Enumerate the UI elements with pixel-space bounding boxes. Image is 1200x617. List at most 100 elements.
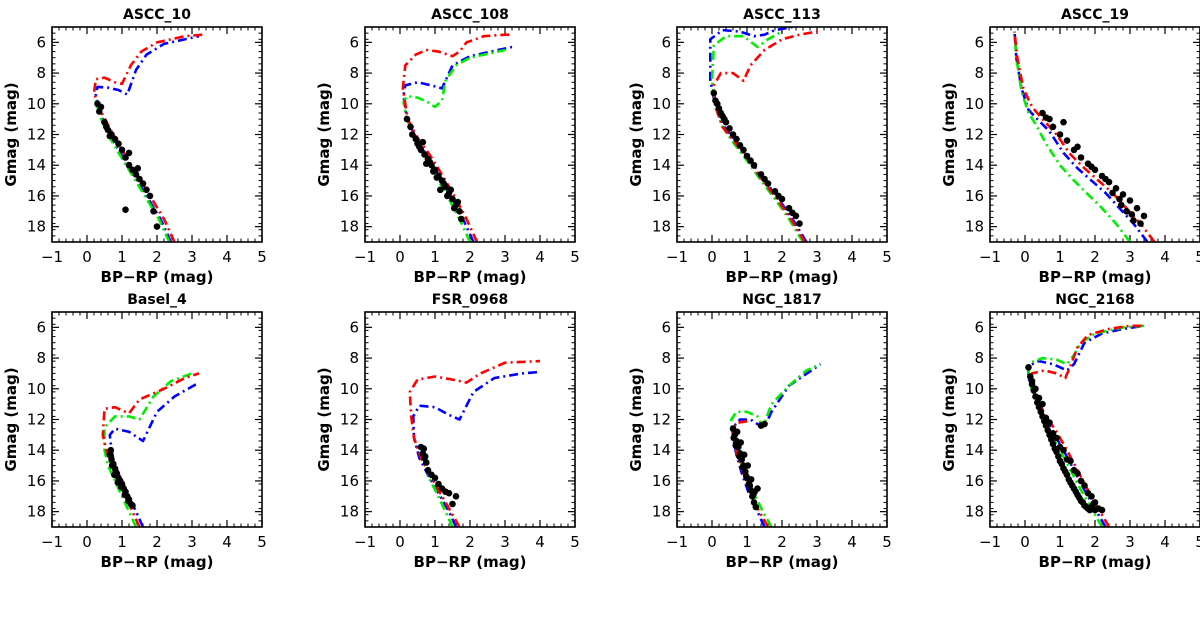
plot-area: [401, 33, 513, 242]
y-tick-label: 14: [340, 441, 359, 459]
star-point: [757, 171, 765, 178]
star-point: [421, 151, 428, 158]
star-point: [733, 428, 741, 436]
y-tick-label: 12: [340, 126, 359, 144]
panel-title: ASCC_108: [431, 7, 509, 23]
plot-area: [92, 33, 203, 242]
x-tick-label: 0: [1020, 533, 1030, 551]
star-point: [771, 188, 779, 195]
isochrone-blue-line: [108, 381, 200, 527]
y-axis-label: Gmag (mag): [627, 367, 645, 471]
x-tick-label: 4: [847, 248, 857, 266]
star-point: [752, 503, 760, 511]
isochrone-red-line: [408, 359, 541, 527]
x-tick-label: 2: [777, 533, 787, 551]
star-point: [114, 479, 122, 486]
x-tick-label: 1: [742, 533, 752, 551]
plot-frame: [51, 311, 263, 528]
star-point: [717, 109, 725, 117]
star-point: [1063, 137, 1071, 144]
star-point: [1088, 163, 1095, 171]
star-point: [743, 473, 750, 480]
star-point: [747, 476, 755, 483]
x-tick-label: 0: [82, 533, 92, 551]
y-tick-label: 14: [27, 441, 46, 459]
star-point: [125, 149, 133, 157]
y-axis-label: Gmag (mag): [2, 367, 20, 471]
x-tick-label: 5: [882, 248, 892, 266]
y-axis-label: Gmag (mag): [940, 367, 958, 471]
isochrone-green-line: [729, 363, 822, 527]
x-tick-label: −1: [979, 248, 1001, 266]
isochrone-blue-line: [94, 34, 200, 242]
isochrone-blue-line: [731, 363, 822, 527]
y-tick-label: 10: [965, 95, 984, 113]
x-tick-label: 5: [1195, 248, 1200, 266]
star-point: [1063, 456, 1071, 463]
x-axis-label: BP−RP (mag): [726, 268, 839, 286]
panel-title: Basel_4: [127, 292, 187, 308]
y-axis-label: Gmag (mag): [940, 82, 958, 186]
plot-frame: [989, 26, 1200, 243]
x-tick-label: 3: [812, 533, 822, 551]
x-tick-label: 4: [535, 533, 545, 551]
star-point: [733, 135, 740, 143]
star-point: [736, 142, 744, 149]
y-tick-label: 8: [661, 64, 671, 82]
x-tick-label: 0: [395, 248, 405, 266]
star-point: [1046, 419, 1053, 426]
x-axis-label: BP−RP (mag): [101, 268, 214, 286]
x-tick-label: 1: [742, 248, 752, 266]
star-point: [1042, 414, 1050, 422]
star-point: [440, 180, 448, 187]
isochrone-blue-line: [1013, 31, 1149, 242]
x-tick-label: 4: [847, 533, 857, 551]
star-point: [740, 451, 748, 459]
y-tick-label: 14: [652, 441, 671, 459]
star-point: [761, 175, 768, 183]
x-tick-label: 2: [1090, 248, 1100, 266]
x-tick-label: 3: [500, 248, 510, 266]
star-point: [1098, 506, 1106, 514]
star-point: [454, 198, 462, 206]
x-tick-label: 1: [117, 533, 127, 551]
panel-title: ASCC_113: [743, 7, 821, 23]
x-tick-label: −1: [979, 533, 1001, 551]
x-tick-label: 1: [1055, 248, 1065, 266]
y-tick-label: 6: [661, 318, 671, 336]
star-point: [1077, 477, 1085, 485]
x-tick-label: 3: [1125, 533, 1135, 551]
y-tick-label: 10: [340, 380, 359, 398]
star-point: [1077, 154, 1085, 161]
star-point: [103, 123, 110, 131]
y-tick-label: 6: [36, 318, 46, 336]
y-tick-label: 8: [974, 349, 984, 367]
star-point: [789, 209, 796, 217]
y-tick-label: 6: [974, 318, 984, 336]
star-point: [449, 500, 456, 508]
x-tick-label: 2: [465, 248, 475, 266]
y-tick-label: 16: [965, 472, 984, 490]
x-tick-label: 1: [430, 533, 440, 551]
star-point: [1084, 489, 1092, 497]
panel-title: ASCC_10: [123, 7, 191, 23]
plot-frame: [989, 311, 1200, 528]
isochrone-red-line: [401, 33, 512, 242]
star-point: [96, 108, 103, 115]
x-tick-label: 2: [152, 248, 162, 266]
plot-frame: [676, 311, 888, 528]
star-point: [435, 480, 442, 488]
star-point: [1130, 217, 1137, 224]
y-tick-label: 18: [340, 218, 359, 236]
star-point: [1025, 364, 1032, 371]
y-tick-label: 6: [661, 33, 671, 51]
star-point: [118, 146, 126, 154]
plot-area: [1013, 31, 1156, 242]
star-point: [1074, 143, 1081, 151]
y-tick-label: 10: [340, 95, 359, 113]
isochrone-green-line: [402, 48, 506, 242]
y-axis-label: Gmag (mag): [627, 82, 645, 186]
star-point: [751, 488, 758, 496]
